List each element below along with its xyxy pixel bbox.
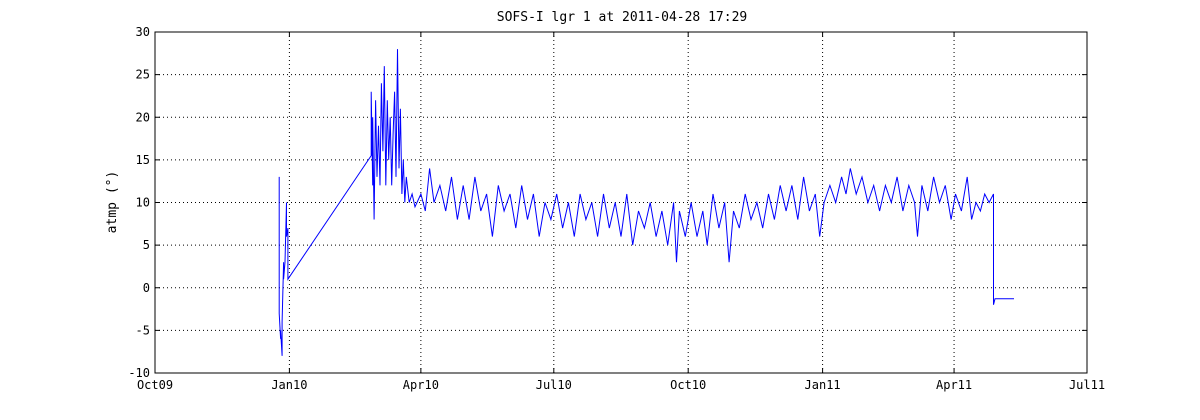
y-tick-label: 0 [143, 281, 150, 295]
y-tick-label: 5 [143, 238, 150, 252]
y-tick-label: 30 [136, 25, 150, 39]
y-tick-labels: -10 -5 0 5 10 15 20 25 30 [128, 25, 150, 380]
y-tick-label: 15 [136, 153, 150, 167]
y-axis-label: atmp (°) [105, 171, 120, 234]
x-tick-label: Oct10 [670, 378, 706, 392]
x-tick-label: Jan11 [805, 378, 841, 392]
y-tick-label: -10 [128, 366, 150, 380]
grid [155, 32, 1087, 373]
series-line [278, 49, 1014, 356]
x-tick-labels: Oct09 Jan10 Apr10 Jul10 Oct10 Jan11 Apr11 Jul11 [137, 378, 1105, 392]
x-tick-label: Jul10 [536, 378, 572, 392]
x-tick-label: Oct09 [137, 378, 173, 392]
y-tick-label: 25 [136, 68, 150, 82]
y-tick-label: 20 [136, 110, 150, 124]
x-tick-label: Jan10 [271, 378, 307, 392]
axis-ticks [154, 31, 1088, 374]
x-tick-label: Apr10 [403, 378, 439, 392]
y-tick-label: 10 [136, 196, 150, 210]
x-tick-label: Jul11 [1069, 378, 1105, 392]
chart-title: SOFS-I lgr 1 at 2011-04-28 17:29 [497, 10, 747, 25]
x-tick-label: Apr11 [936, 378, 972, 392]
y-tick-label: -5 [136, 323, 150, 337]
